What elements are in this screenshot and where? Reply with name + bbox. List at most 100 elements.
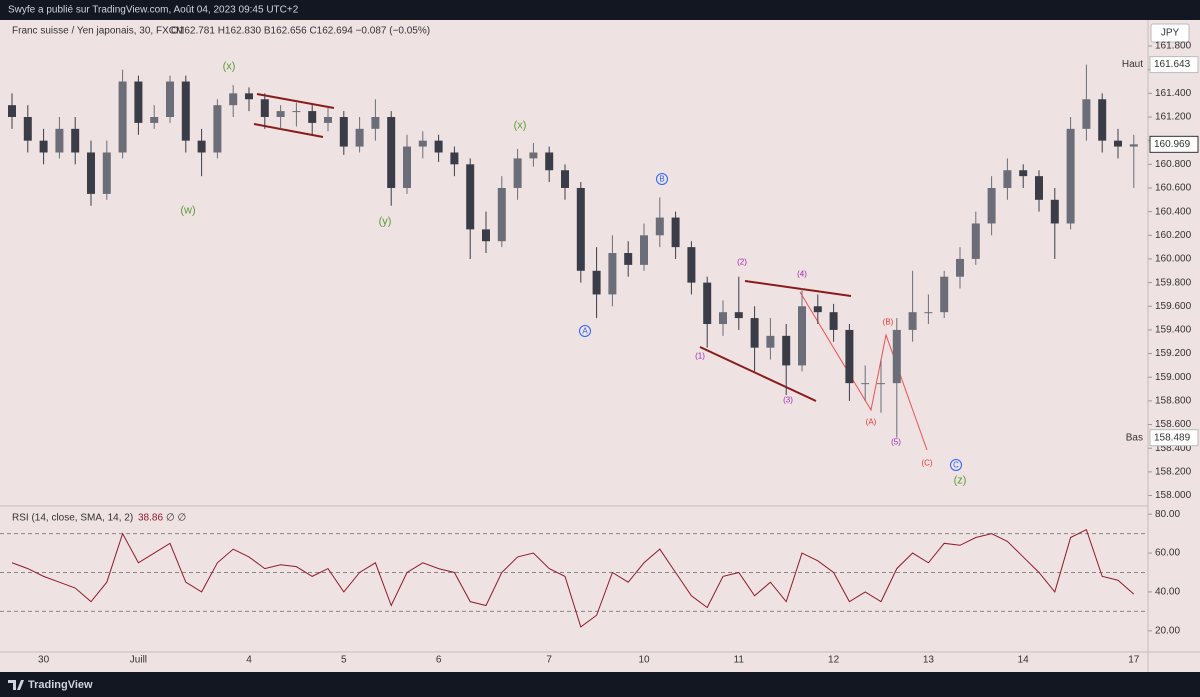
y-tick-label: 80.00 (1155, 509, 1180, 520)
candle-body (23, 117, 32, 141)
candle-body (260, 99, 269, 117)
rsi-line (11, 529, 1135, 628)
candle-body (1019, 170, 1028, 177)
rsi-value: 38.86 (138, 513, 163, 524)
annotation: (x) (223, 60, 236, 72)
candle-body (245, 93, 253, 100)
candle-body (971, 223, 980, 259)
candle-body (466, 164, 475, 230)
y-tick-label: 159.800 (1155, 277, 1192, 288)
trend-lines (253, 93, 852, 402)
candle-body (908, 312, 917, 330)
candle-body (956, 258, 964, 277)
y-tick-label: 158.400 (1155, 443, 1192, 454)
candle-body (861, 383, 870, 385)
annotation: (w) (180, 204, 195, 216)
y-tick-label: 158.000 (1155, 490, 1192, 501)
y-tick-label: 160.200 (1155, 230, 1192, 241)
last-price: 160.969 (1154, 139, 1191, 150)
candle-body (924, 312, 933, 314)
annotation: (B) (883, 318, 894, 327)
candle-body (450, 152, 459, 165)
y-tick-label: 160.000 (1155, 254, 1192, 265)
chart-bg (0, 20, 1200, 672)
candle-body (877, 383, 885, 385)
candle-body (655, 217, 664, 236)
y-tick-label: 158.600 (1155, 419, 1192, 430)
candle-body (482, 229, 490, 242)
last-price-box (1149, 135, 1199, 153)
wave-path (799, 291, 928, 451)
candle-body (766, 335, 775, 348)
candle-body (197, 140, 206, 153)
y-tick-label: 160.600 (1155, 183, 1192, 194)
candle-body (1098, 99, 1107, 141)
trend-line (256, 93, 335, 109)
candle-body (134, 81, 143, 123)
candle-body (703, 282, 712, 325)
publisher: Swyfe a publié sur TradingView.com, Août… (8, 5, 299, 16)
trend-line (253, 123, 324, 138)
x-tick-label: 5 (341, 655, 347, 666)
candle-body (102, 152, 111, 194)
y-tick-label: 161.400 (1155, 88, 1192, 99)
y-tick-label: 159.000 (1155, 372, 1192, 383)
x-tick-label: 13 (923, 655, 935, 666)
y-tick-label: 158.200 (1155, 467, 1192, 478)
marker-box (1149, 56, 1199, 74)
y-tick-label: 159.600 (1155, 301, 1192, 312)
symbol: Franc suisse / Yen japonais, 30, FXCM (12, 26, 184, 37)
candle-body (813, 306, 822, 313)
x-tick-label: 17 (1128, 655, 1140, 666)
candle-body (782, 335, 791, 366)
candle-body (324, 117, 332, 123)
candle-body (166, 81, 174, 117)
x-tick-label: Juill (130, 655, 147, 666)
x-tick-label: 10 (638, 655, 650, 666)
candle-body (529, 152, 538, 159)
candle-body (355, 128, 364, 147)
marker-label: Bas (1126, 432, 1143, 443)
x-tick-label: 30 (38, 655, 50, 666)
rsi-extra: ∅ ∅ (166, 513, 186, 524)
marker-value: 161.643 (1154, 59, 1191, 70)
candle-body (292, 111, 301, 113)
annotation: (C) (921, 459, 932, 468)
candle-body (545, 152, 554, 171)
candle-body (892, 329, 901, 384)
annotation: (x) (514, 119, 527, 131)
candle-body (387, 117, 396, 188)
candle-body (1035, 176, 1043, 200)
candle-body (434, 140, 443, 153)
candle-body (592, 270, 601, 295)
x-tick-label: 14 (1018, 655, 1030, 666)
y-tick-label: 40.00 (1155, 587, 1180, 598)
annotation: C (953, 461, 959, 470)
y-tick-label: 160.400 (1155, 206, 1192, 217)
ohlc: O162.781 H162.830 B162.656 C162.694 −0.0… (171, 26, 430, 37)
y-tick-label: 160.800 (1155, 159, 1192, 170)
y-tick-label: 161.800 (1155, 41, 1192, 52)
annotation: (z) (954, 474, 967, 486)
candle-body (829, 312, 838, 330)
y-tick-label: 159.200 (1155, 348, 1192, 359)
candle-body (371, 117, 380, 129)
candle-body (497, 187, 506, 242)
annotation: A (582, 327, 588, 336)
candle-body (229, 93, 238, 106)
rsi-title: RSI (14, close, SMA, 14, 2) (12, 513, 133, 524)
marker-box (1149, 429, 1199, 447)
candle-body (87, 152, 95, 194)
top-bar (0, 0, 1200, 20)
x-tick-label: 12 (828, 655, 840, 666)
candle-body (1003, 170, 1012, 188)
y-tick-label: 20.00 (1155, 625, 1180, 636)
y-tick-label: 158.800 (1155, 396, 1192, 407)
candle-body (608, 253, 617, 295)
candle-body (687, 247, 696, 283)
annotation: (2) (737, 258, 747, 267)
currency: JPY (1161, 28, 1180, 39)
y-tick-label: 159.400 (1155, 325, 1192, 336)
candle-body (719, 312, 727, 325)
candle-body (418, 140, 427, 147)
